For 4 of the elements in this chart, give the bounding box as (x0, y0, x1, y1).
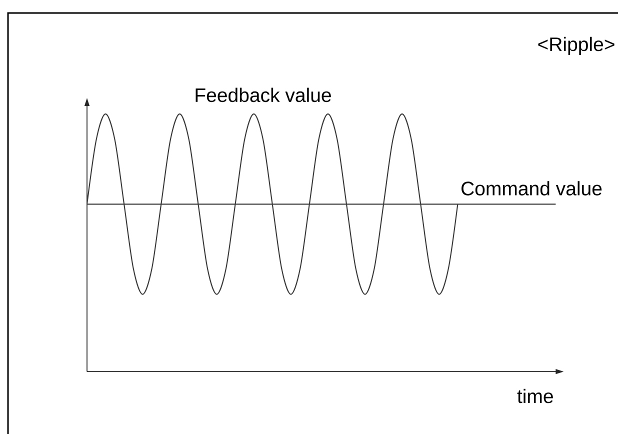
x-axis-title: time (517, 388, 553, 404)
series-label: Feedback value (196, 88, 331, 102)
text: <Ripple> (538, 36, 614, 56)
ref-line-label: Command value (462, 181, 602, 196)
